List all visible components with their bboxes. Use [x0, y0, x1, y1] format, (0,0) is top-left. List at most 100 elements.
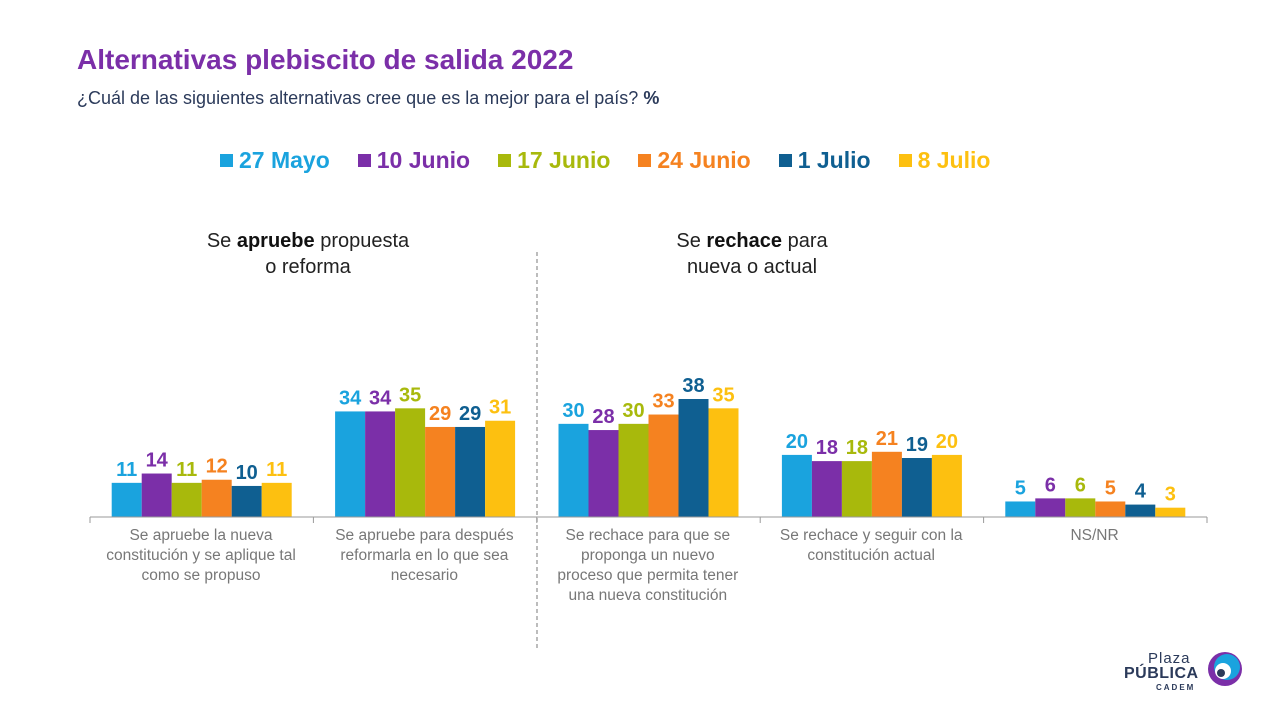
group-heading-bold: rechace — [706, 230, 783, 252]
bar — [931, 454, 962, 517]
bar — [811, 461, 842, 517]
data-label: 29 — [429, 403, 451, 425]
bar — [618, 423, 649, 517]
bar — [1095, 501, 1126, 517]
group-heading-rechace: Se rechace para nueva o actual — [602, 228, 902, 280]
legend-swatch — [357, 154, 371, 167]
legend-item: 8 Julio — [898, 147, 991, 174]
bar — [111, 482, 142, 517]
chart-title: Alternativas plebiscito de salida 2022 — [77, 44, 574, 75]
bar — [231, 485, 262, 517]
category-label-line: Se rechace para que se — [565, 527, 731, 544]
bar — [395, 408, 426, 517]
data-label: 35 — [712, 384, 734, 406]
category-label-line: Se apruebe para después — [335, 527, 514, 544]
legend-label: 8 Julio — [917, 147, 991, 173]
group-heading-pre: Se — [676, 230, 707, 252]
legend-item: 10 Junio — [357, 147, 471, 174]
category-label: Se rechace y seguir con la constitución a… — [760, 526, 982, 566]
category-label-line: necesario — [390, 567, 458, 584]
bar — [261, 482, 292, 517]
category-label-line: constitución y se aplique tal — [106, 547, 296, 564]
bar — [558, 423, 589, 517]
logo-swirl-icon — [1208, 652, 1242, 686]
bar — [841, 461, 872, 517]
legend-item: 27 Mayo — [220, 147, 330, 174]
bar — [871, 451, 902, 517]
data-label: 34 — [369, 387, 392, 409]
data-label: 18 — [846, 437, 868, 459]
legend-label: 27 Mayo — [239, 147, 330, 173]
group-heading-line2: nueva o actual — [686, 256, 818, 278]
data-label: 11 — [116, 459, 137, 481]
logo-cadem-text: CADEM — [1156, 683, 1196, 692]
data-label: 14 — [146, 450, 169, 472]
data-label: 11 — [266, 459, 287, 481]
category-label-line: una nueva constitución — [568, 587, 728, 604]
data-label: 20 — [786, 431, 808, 453]
bar — [1065, 498, 1096, 517]
bar — [1125, 504, 1156, 517]
legend-swatch — [778, 154, 792, 167]
bar — [425, 426, 456, 517]
legend-swatch — [898, 154, 912, 167]
data-label: 20 — [936, 431, 958, 453]
subtitle-unit: % — [643, 88, 660, 108]
data-label: 33 — [652, 391, 674, 413]
bar — [171, 482, 202, 517]
bar — [1155, 507, 1186, 517]
data-label: 28 — [592, 406, 614, 428]
data-label: 18 — [816, 437, 838, 459]
data-label: 6 — [1045, 474, 1056, 496]
category-label-line: constitución actual — [807, 547, 935, 564]
data-label: 30 — [562, 400, 584, 422]
bar — [678, 399, 709, 517]
data-label: 21 — [876, 428, 898, 450]
data-label: 5 — [1015, 477, 1026, 499]
data-label: 11 — [176, 459, 197, 481]
subtitle-question: ¿Cuál de las siguientes alternativas cre… — [77, 88, 639, 108]
bar — [708, 408, 739, 517]
group-heading-post: para — [782, 230, 828, 252]
chart-subtitle: ¿Cuál de las siguientes alternativas cre… — [77, 88, 659, 109]
data-label: 4 — [1135, 481, 1147, 503]
legend-label: 24 Junio — [657, 147, 751, 173]
category-label-line: proponga un nuevo — [581, 547, 715, 564]
data-label: 38 — [682, 375, 704, 397]
bar — [141, 473, 172, 517]
category-label-line: Se apruebe la nueva — [129, 527, 273, 544]
data-label: 5 — [1105, 477, 1116, 499]
bar — [485, 420, 516, 517]
category-label-line: NS/NR — [1070, 527, 1119, 544]
legend-item: 17 Junio — [498, 147, 610, 174]
legend-label: 10 Junio — [376, 147, 471, 173]
bar — [648, 414, 679, 517]
bar — [201, 479, 232, 517]
category-label: Se rechace para que se proponga un nuevo p… — [537, 526, 759, 606]
legend-label: 1 Julio — [797, 147, 871, 173]
data-label: 6 — [1075, 474, 1086, 496]
data-label: 31 — [489, 397, 511, 419]
bar — [588, 430, 619, 517]
bar — [901, 458, 932, 517]
data-label: 34 — [339, 387, 362, 409]
category-label-line: como se propuso — [141, 567, 261, 584]
category-label: Se apruebe la nueva constitución y se apl… — [90, 526, 312, 586]
legend-swatch — [498, 154, 512, 167]
bar — [1005, 501, 1036, 517]
data-label: 19 — [906, 434, 928, 456]
data-label: 10 — [236, 462, 258, 484]
data-label: 3 — [1165, 484, 1176, 506]
group-heading-pre: Se — [206, 230, 237, 252]
data-label: 12 — [206, 456, 228, 478]
group-heading-line2: o reforma — [265, 256, 351, 278]
legend-item: 24 Junio — [638, 147, 751, 174]
group-heading-apruebe: Se apruebe propuesta o reforma — [158, 228, 458, 280]
chart-legend: 27 Mayo 10 Junio 17 Junio 24 Junio 1 Julio 8 … — [220, 147, 990, 174]
bar — [781, 454, 812, 517]
group-heading-bold: apruebe — [236, 230, 315, 252]
bar — [1035, 498, 1066, 517]
data-label: 29 — [459, 403, 481, 425]
logo-publica-text: PÚBLICA — [1124, 665, 1199, 682]
